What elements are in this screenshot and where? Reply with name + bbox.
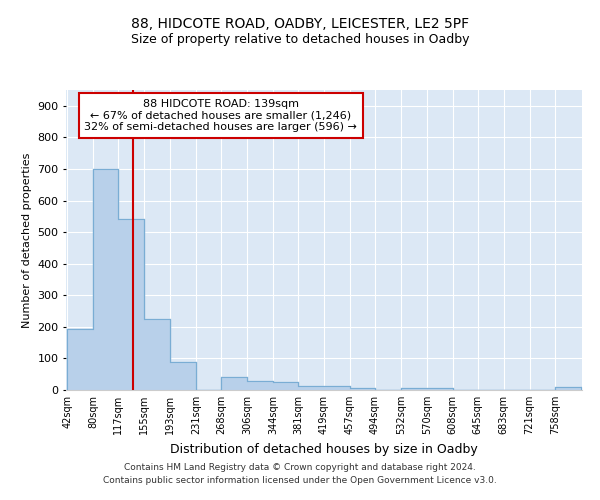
Text: 88 HIDCOTE ROAD: 139sqm
← 67% of detached houses are smaller (1,246)
32% of semi: 88 HIDCOTE ROAD: 139sqm ← 67% of detache… [85,99,357,132]
Text: Contains HM Land Registry data © Crown copyright and database right 2024.
Contai: Contains HM Land Registry data © Crown c… [103,464,497,485]
Text: 88, HIDCOTE ROAD, OADBY, LEICESTER, LE2 5PF: 88, HIDCOTE ROAD, OADBY, LEICESTER, LE2 … [131,18,469,32]
X-axis label: Distribution of detached houses by size in Oadby: Distribution of detached houses by size … [170,442,478,456]
Y-axis label: Number of detached properties: Number of detached properties [22,152,32,328]
Text: Size of property relative to detached houses in Oadby: Size of property relative to detached ho… [131,32,469,46]
